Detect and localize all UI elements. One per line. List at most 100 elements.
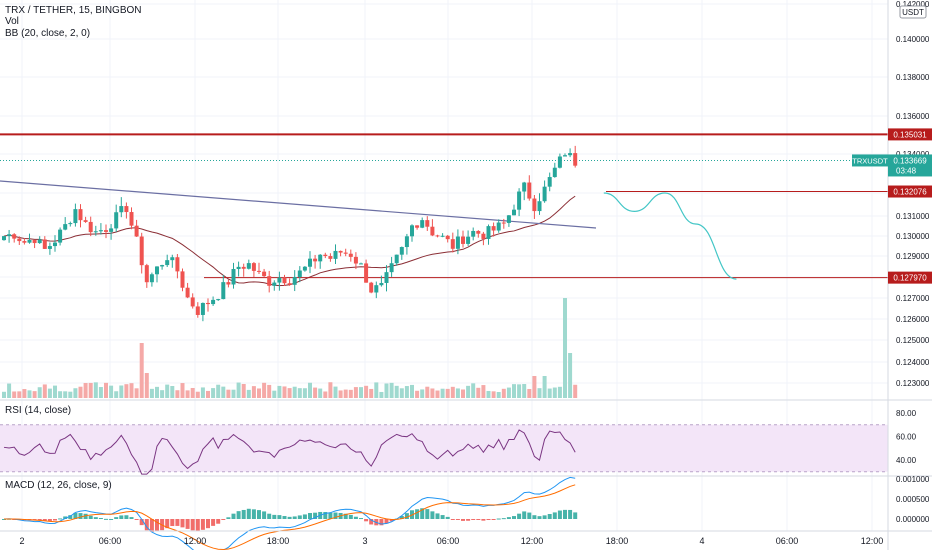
- macd-pane: [2, 476, 578, 550]
- macd-histogram: [2, 508, 578, 532]
- volume-bar: [476, 387, 481, 398]
- macd-histogram-bar: [282, 516, 287, 519]
- horizontal-levels[interactable]: [0, 133, 888, 279]
- price-tick-label: 0.124000: [896, 358, 930, 367]
- macd-legend[interactable]: MACD (12, 26, close, 9): [5, 480, 112, 491]
- rsi-tick-label: 60.00: [896, 433, 917, 442]
- macd-histogram-bar: [180, 519, 185, 528]
- volume-bar: [374, 382, 379, 398]
- macd-histogram-bar: [440, 515, 445, 519]
- candle-body: [364, 263, 369, 283]
- descending-trend-line[interactable]: [0, 180, 597, 229]
- macd-histogram-bar: [53, 519, 57, 521]
- volume-bar: [211, 388, 216, 398]
- volume-bar: [333, 386, 338, 398]
- volume-bar: [73, 388, 78, 398]
- volume-bar: [12, 391, 17, 398]
- macd-histogram-bar: [236, 511, 241, 519]
- macd-histogram-bar: [200, 519, 205, 530]
- volume-bar: [568, 353, 573, 398]
- time-tick-label: 18:00: [267, 536, 290, 546]
- volume-bar: [53, 385, 57, 398]
- volume-bar: [216, 384, 221, 398]
- candle-body: [37, 239, 42, 244]
- volume-bar: [149, 388, 154, 398]
- candle-body: [98, 230, 103, 232]
- candle-body: [58, 229, 63, 243]
- candle-body: [114, 212, 119, 229]
- macd-histogram-bar: [246, 508, 251, 519]
- rsi-legend[interactable]: RSI (14, close): [5, 405, 71, 416]
- macd-histogram-bar: [195, 519, 200, 532]
- price-tick-label: 0.140000: [896, 35, 930, 44]
- volume-bar: [547, 388, 552, 398]
- macd-histogram-bar: [506, 517, 511, 519]
- volume-bar: [404, 386, 409, 398]
- volume-bar: [236, 382, 241, 398]
- candle-body: [27, 239, 32, 243]
- macd-tick-label: 0.000500: [896, 495, 930, 504]
- macd-histogram-bar: [542, 515, 547, 519]
- candle-body: [410, 225, 414, 237]
- time-tick-label: 12:00: [861, 536, 884, 546]
- candle-body: [104, 230, 108, 232]
- candle-body: [78, 209, 83, 221]
- volume-bar: [27, 390, 32, 398]
- rsi-line: [3, 429, 576, 475]
- time-axis[interactable]: 2 06:00 12:00 18:00 3 06:00 12:00 18:00 4 06:00 12…: [19, 536, 883, 546]
- volume-bar: [251, 386, 256, 398]
- macd-histogram-bar: [139, 519, 144, 526]
- candle-body: [216, 299, 221, 301]
- macd-histogram-bar: [124, 515, 129, 519]
- bb-legend[interactable]: BB (20, close, 2, 0): [5, 28, 90, 39]
- volume-legend[interactable]: Vol: [5, 16, 19, 27]
- volume-bar: [471, 383, 476, 398]
- candle-body: [379, 282, 384, 286]
- candle-body: [12, 234, 17, 239]
- volume-bar: [440, 388, 445, 398]
- candle-body: [272, 282, 277, 286]
- volume-bar: [129, 383, 134, 398]
- volume-bar: [466, 385, 471, 398]
- volume-bar: [200, 387, 205, 398]
- volume-bar: [379, 391, 384, 398]
- bollinger-basis-line: [3, 195, 576, 287]
- candle-body: [73, 209, 78, 224]
- volume-bar: [353, 387, 358, 398]
- volume-bar: [78, 386, 83, 398]
- price-tick-label: 0.127000: [896, 294, 930, 303]
- volume-bar: [527, 388, 532, 398]
- candle-body: [486, 226, 491, 239]
- macd-histogram-bar: [557, 510, 562, 519]
- macd-histogram-bar: [267, 513, 272, 519]
- candle-body: [287, 283, 292, 285]
- macd-histogram-bar: [328, 512, 333, 519]
- time-tick-label: 06:00: [99, 536, 122, 546]
- candle-body: [53, 242, 57, 247]
- volume-bar: [318, 388, 323, 398]
- candle-body: [17, 238, 22, 242]
- candle-body: [552, 167, 557, 178]
- level-price-label: 0.127970: [893, 274, 927, 283]
- candle-body: [359, 263, 363, 265]
- price-axis[interactable]: 0.1420000.1400000.1380000.1360000.134000…: [896, 0, 930, 524]
- macd-histogram-bar: [563, 509, 567, 519]
- volume-bar: [104, 382, 108, 398]
- level-price-tag: [888, 128, 932, 141]
- macd-histogram-bar: [114, 517, 119, 519]
- symbol-title[interactable]: TRX / TETHER, 15, BINGBON: [5, 5, 142, 16]
- currency-badge[interactable]: [899, 5, 927, 19]
- candlesticks: [2, 145, 578, 322]
- projected-path[interactable]: [603, 192, 737, 280]
- candle-body: [445, 235, 450, 240]
- volume-bar: [542, 376, 547, 398]
- macd-histogram-bar: [552, 512, 557, 519]
- macd-line: [3, 476, 576, 550]
- candle-body: [415, 225, 420, 228]
- level-price-label: 0.135031: [893, 130, 927, 139]
- candle-body: [257, 270, 261, 272]
- macd-histogram-bar: [134, 519, 139, 520]
- time-tick-label: 06:00: [776, 536, 799, 546]
- macd-histogram-bar: [404, 513, 409, 519]
